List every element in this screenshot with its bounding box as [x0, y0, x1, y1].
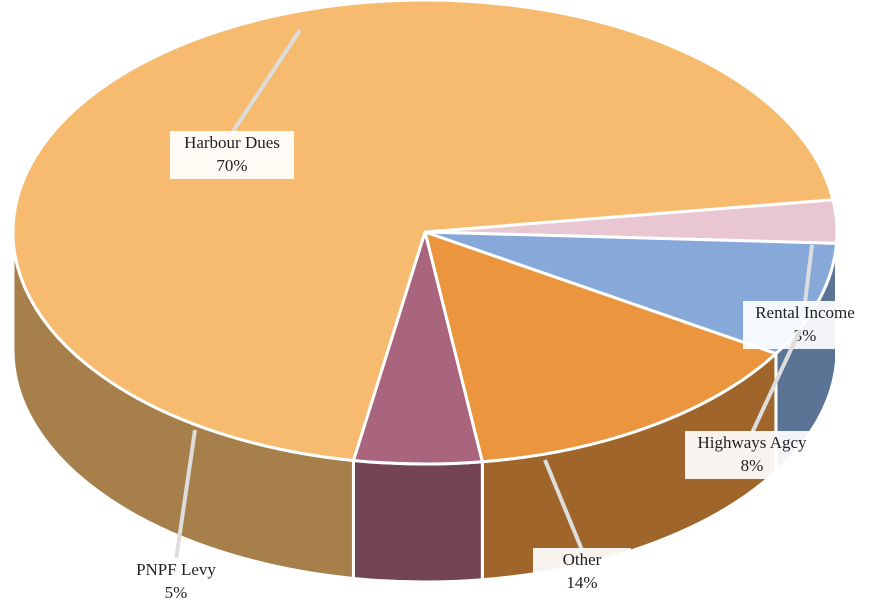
slice — [422, 229, 779, 464]
label-value: 70% — [216, 156, 247, 175]
label-box — [743, 301, 867, 349]
leader-line — [750, 329, 802, 434]
label-value: 14% — [566, 573, 597, 592]
label-box — [685, 431, 819, 479]
slice — [11, 0, 835, 463]
slice-side — [351, 458, 484, 584]
label-value: 5% — [165, 583, 188, 602]
label-name: Highways Agcy — [697, 433, 807, 452]
label-box — [127, 558, 225, 606]
leader-line — [174, 429, 197, 561]
label-name: Other — [563, 550, 602, 569]
leader-line — [803, 244, 814, 304]
label-name: Rental Income — [755, 303, 855, 322]
label-value: 8% — [741, 456, 764, 475]
leader-line — [543, 459, 584, 551]
label-box — [170, 131, 294, 179]
label-box — [533, 548, 631, 596]
label-name: PNPF Levy — [136, 560, 216, 579]
label-name: Harbour Dues — [184, 133, 280, 152]
leader-line — [230, 28, 302, 135]
